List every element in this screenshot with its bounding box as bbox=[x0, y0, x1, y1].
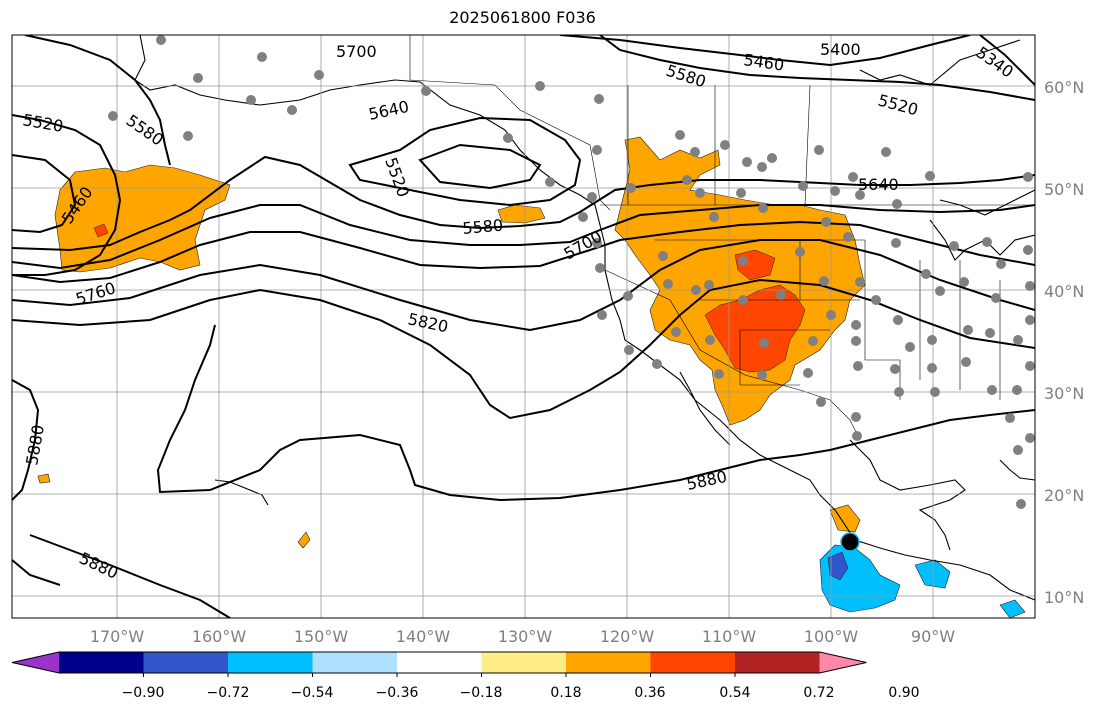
map-title: 2025061800 F036 bbox=[449, 8, 596, 27]
lon-label: 100°W bbox=[804, 627, 859, 646]
red-region-west bbox=[93, 223, 109, 238]
lon-label: 90°W bbox=[911, 627, 955, 646]
colorbar-segment bbox=[143, 652, 229, 673]
colorbar-segment bbox=[650, 652, 736, 673]
colorbar-tick-label: −0.90 bbox=[122, 685, 165, 701]
map-frame bbox=[11, 34, 1036, 619]
colorbar-tick-label: −0.18 bbox=[460, 685, 503, 701]
orange-region-small bbox=[37, 473, 51, 484]
lon-label: 110°W bbox=[702, 627, 757, 646]
lat-label: 30°N bbox=[1044, 384, 1084, 403]
colorbar-segment bbox=[228, 652, 313, 673]
colorbar-segment bbox=[397, 652, 482, 673]
lon-label: 130°W bbox=[498, 627, 553, 646]
lat-label: 50°N bbox=[1044, 180, 1084, 199]
colorbar-tick-label: 0.18 bbox=[550, 685, 581, 701]
colorbar-segment bbox=[59, 652, 144, 673]
orange-region-hawaii bbox=[297, 531, 311, 549]
lon-label: 120°W bbox=[600, 627, 655, 646]
contour-label: 5580 bbox=[462, 216, 504, 238]
colorbar-tick-label: 0.54 bbox=[719, 685, 750, 701]
colorbar-segment bbox=[566, 652, 651, 673]
colorbar-tick-label: 0.72 bbox=[803, 685, 834, 701]
lon-label: 150°W bbox=[294, 627, 349, 646]
height-contours bbox=[12, 35, 1035, 618]
colorbar-tick-label: −0.72 bbox=[207, 685, 250, 701]
map-background bbox=[12, 35, 1035, 618]
colorbar-outline bbox=[11, 651, 867, 674]
lat-label: 20°N bbox=[1044, 486, 1084, 505]
longitude-labels: 170°W 160°W 150°W 140°W 130°W 120°W 110°… bbox=[90, 627, 955, 646]
colorbar-ticks: −0.90 −0.72 −0.54 −0.36 −0.18 0.18 0.36 … bbox=[122, 685, 920, 701]
contour-label: 5400 bbox=[820, 40, 861, 59]
contour-label: 5640 bbox=[858, 175, 899, 194]
orange-region-mexico bbox=[829, 504, 861, 533]
lon-label: 160°W bbox=[192, 627, 247, 646]
storm-marker bbox=[840, 532, 860, 552]
lat-label: 60°N bbox=[1044, 78, 1084, 97]
lon-label: 170°W bbox=[90, 627, 145, 646]
colorbar-extend-max bbox=[819, 652, 867, 673]
colorbar bbox=[11, 651, 867, 677]
station-dots bbox=[108, 35, 1035, 509]
colorbar-segment bbox=[735, 652, 820, 673]
lat-label: 10°N bbox=[1044, 588, 1084, 607]
colorbar-extend-min bbox=[12, 652, 59, 673]
gridlines bbox=[12, 35, 1035, 618]
latitude-labels: 60°N 50°N 40°N 30°N 20°N 10°N bbox=[1044, 78, 1084, 607]
lat-label: 40°N bbox=[1044, 282, 1084, 301]
colorbar-segment bbox=[481, 652, 567, 673]
colorbar-tick-label: −0.54 bbox=[291, 685, 334, 701]
red-region-main bbox=[704, 284, 806, 373]
contour-label: 5700 bbox=[336, 42, 377, 61]
colorbar-tick-label: 0.90 bbox=[888, 685, 919, 701]
blue-region-core bbox=[827, 551, 849, 581]
blue-region-se bbox=[999, 599, 1026, 618]
lon-label: 140°W bbox=[396, 627, 451, 646]
colorbar-segment bbox=[312, 652, 398, 673]
colorbar-tick-label: −0.36 bbox=[376, 685, 419, 701]
colorbar-tick-label: 0.36 bbox=[634, 685, 665, 701]
